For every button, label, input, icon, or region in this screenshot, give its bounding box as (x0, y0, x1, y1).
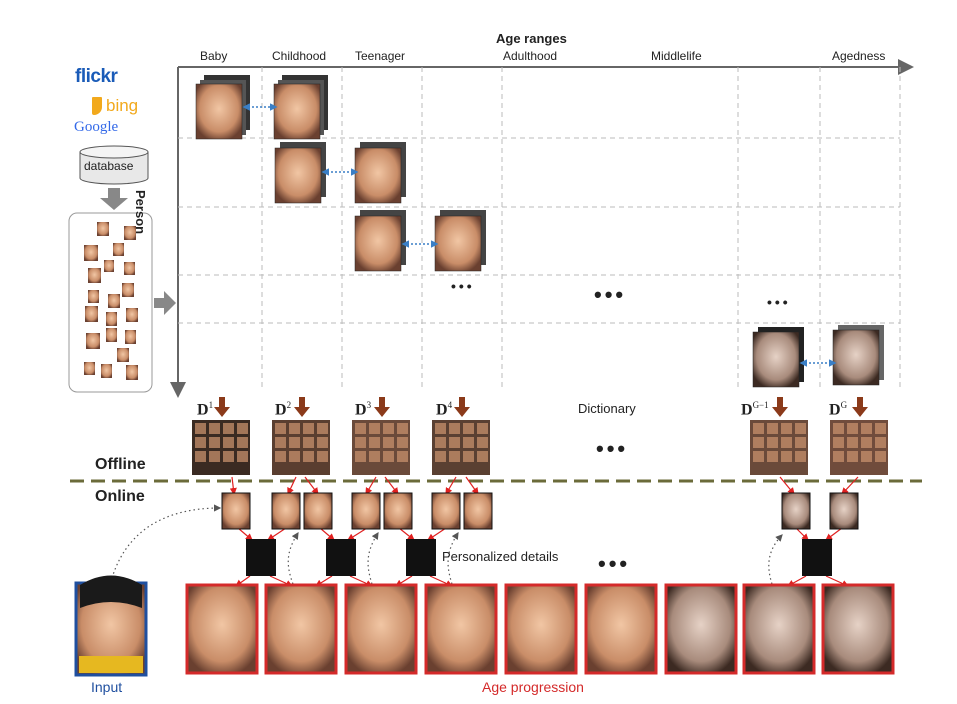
y-axis-title: Person (133, 190, 148, 235)
personalized-details-caption: Personalized details (442, 549, 559, 564)
flickr-logo: flickr (75, 66, 118, 87)
age-progression-label: Age progression (482, 679, 584, 695)
database-icon (79, 145, 149, 185)
bing-logo-icon (92, 97, 102, 115)
down-arrow-icon (100, 188, 128, 210)
database-label: database (84, 159, 134, 173)
online-label: Online (95, 488, 145, 505)
online-reconstructions (221, 492, 859, 530)
personalized-detail-squares (246, 539, 832, 576)
right-arrow-icon (154, 291, 176, 315)
column-label-baby: Baby (200, 49, 228, 63)
dictionary-caption: Dictionary (578, 401, 636, 416)
ellipsis-grid-right: ••• (767, 294, 791, 310)
dictionary-label-4: D4 (436, 400, 453, 419)
face-collection-thumbnails (84, 222, 138, 380)
google-logo: Google (74, 119, 119, 135)
dictionary-label-3: D3 (355, 400, 372, 419)
column-label-childhood: Childhood (272, 49, 327, 63)
column-label-adulthood: Adulthood (503, 49, 558, 63)
dictionary-arrows (214, 397, 868, 417)
dictionary-label-2: D2 (275, 400, 292, 419)
age-progression-outputs (185, 583, 895, 675)
age-pair-links (242, 103, 837, 367)
axis-title: Age ranges (496, 31, 567, 46)
column-label-middlelife: Middlelife (651, 49, 702, 63)
column-label-teenager: Teenager (355, 49, 406, 63)
dotted-curves (111, 504, 783, 585)
training-faces (195, 75, 884, 388)
ellipsis-details: ••• (598, 551, 631, 576)
input-face (74, 575, 148, 677)
dictionary-label-1: D1 (197, 400, 214, 419)
dictionary-label-g-1: DG−1 (741, 400, 769, 419)
ellipsis-dictionary: ••• (596, 436, 629, 461)
input-label: Input (91, 679, 123, 695)
axes (170, 59, 914, 398)
dictionary-label-g: DG (829, 400, 848, 419)
bing-logo: bing (106, 96, 139, 115)
column-label-agedness: Agedness (832, 49, 886, 63)
offline-label: Offline (95, 456, 146, 473)
ellipsis-grid-center: ••• (594, 282, 627, 307)
dictionary-grid-tiles (195, 423, 886, 462)
ellipsis-grid-left: ••• (451, 278, 475, 294)
